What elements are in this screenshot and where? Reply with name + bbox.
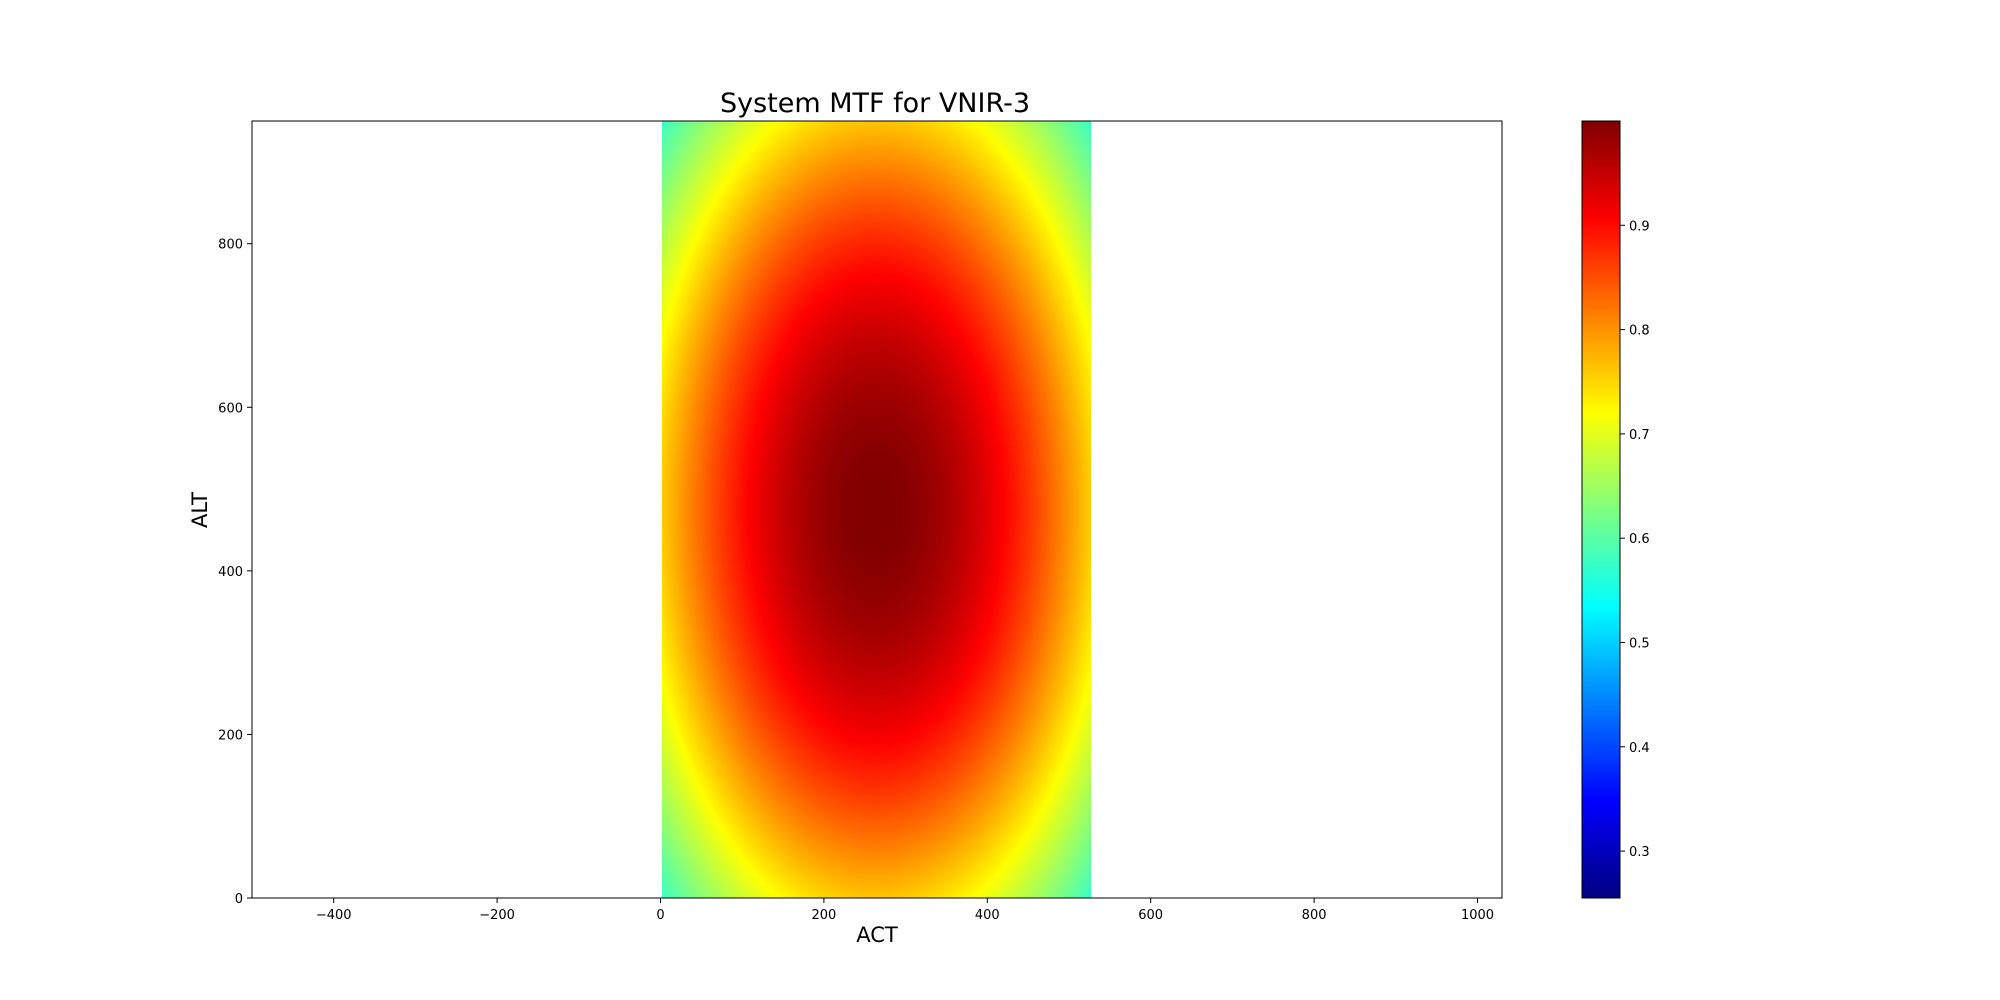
x-tick-label: 0 [656, 908, 664, 923]
x-tick-label: −400 [316, 908, 352, 923]
x-axis-ticks: −400 −200 0 200 400 600 800 1000 [316, 898, 1494, 923]
x-tick-label: 400 [975, 908, 1000, 923]
colorbar-canvas [1582, 121, 1620, 898]
colorbar-tick-label: 0.8 [1629, 324, 1650, 339]
x-tick-label: 800 [1302, 908, 1327, 923]
x-tick-label: 600 [1138, 908, 1163, 923]
y-tick-label: 600 [218, 401, 243, 416]
heatmap-canvas [662, 121, 1091, 898]
chart-title: System MTF for VNIR-3 [720, 88, 1030, 119]
colorbar-tick-label: 0.3 [1629, 845, 1650, 860]
colorbar-gradient [1582, 121, 1620, 898]
colorbar-frame [1581, 120, 1621, 899]
y-axis-ticks: 0 200 400 600 800 [218, 238, 252, 907]
colorbar-tick-label: 0.7 [1629, 428, 1650, 443]
y-tick-label: 400 [218, 565, 243, 580]
x-tick-label: −200 [479, 908, 515, 923]
colorbar-tick-label: 0.5 [1629, 636, 1650, 651]
y-tick-label: 200 [218, 728, 243, 743]
plot-frame [251, 120, 1503, 899]
colorbar-tick-label: 0.6 [1629, 532, 1650, 547]
x-tick-label: 1000 [1461, 908, 1494, 923]
y-axis-title: ALT [188, 492, 212, 528]
heatmap-image [662, 121, 1091, 898]
colorbar-tick-label: 0.4 [1629, 741, 1650, 756]
colorbar-ticks: 0.3 0.4 0.5 0.6 0.7 0.8 0.9 [1620, 219, 1650, 860]
y-tick-label: 800 [218, 238, 243, 253]
colorbar-tick-label: 0.9 [1629, 219, 1650, 234]
x-tick-label: 200 [811, 908, 836, 923]
y-tick-label: 0 [235, 892, 243, 907]
x-axis-title: ACT [856, 923, 898, 947]
